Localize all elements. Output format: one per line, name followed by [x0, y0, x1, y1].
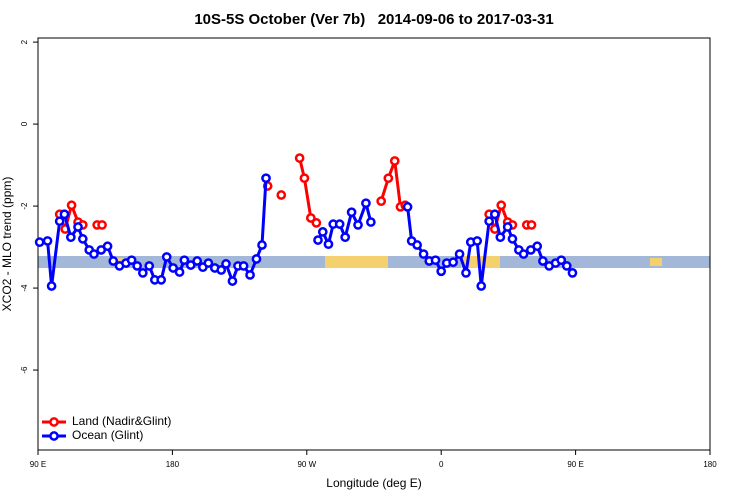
data-point: [454, 249, 465, 259]
data-point: [567, 268, 578, 278]
data-point: [46, 281, 57, 291]
data-point: [412, 240, 423, 250]
data-point: [518, 249, 529, 259]
data-point: [42, 236, 53, 246]
data-point: [507, 234, 518, 244]
data-point: [77, 234, 88, 244]
y-tick-label: -2: [20, 202, 29, 210]
y-tick-label: -4: [20, 284, 29, 292]
data-point: [472, 236, 483, 246]
y-tick-label: 0: [20, 121, 29, 126]
data-point: [108, 256, 119, 266]
data-point: [526, 220, 537, 230]
data-point: [448, 257, 458, 268]
data-point: [402, 202, 413, 212]
data-point: [353, 220, 363, 230]
data-point: [102, 241, 113, 252]
data-point: [311, 218, 322, 228]
series-line: [316, 198, 373, 249]
data-point: [156, 275, 167, 285]
data-point: [361, 198, 371, 209]
data-point: [192, 256, 203, 266]
legend-marker: [49, 417, 59, 427]
data-point: [376, 196, 387, 207]
legend-label: Land (Nadir&Glint): [72, 414, 171, 428]
data-point: [185, 260, 196, 270]
data-point: [144, 261, 155, 271]
data-point: [59, 209, 70, 220]
series-line: [39, 178, 268, 287]
x-tick-label: 90 E: [567, 460, 583, 469]
data-point: [276, 190, 287, 200]
data-point: [54, 216, 65, 227]
data-point: [174, 267, 185, 277]
data-point: [126, 255, 137, 266]
data-point: [418, 249, 429, 259]
data-point: [261, 173, 271, 184]
data-point: [461, 268, 471, 278]
data-point: [251, 254, 262, 264]
data-point: [323, 239, 334, 250]
data-point: [137, 268, 148, 278]
data-point: [97, 220, 107, 230]
data-point: [161, 252, 172, 262]
data-point: [238, 261, 249, 271]
data-point: [299, 173, 310, 184]
data-point: [305, 213, 316, 223]
legend-label: Ocean (Glint): [72, 428, 143, 442]
data-point: [366, 217, 376, 227]
data-point: [532, 241, 543, 252]
x-tick-label: 90 E: [30, 460, 46, 469]
data-point: [430, 255, 441, 266]
data-point: [257, 240, 267, 250]
data-point: [89, 249, 99, 259]
data-point: [346, 207, 357, 218]
x-axis-title: Longitude (deg E): [326, 476, 421, 490]
legend-marker: [49, 431, 59, 441]
data-point: [496, 200, 507, 211]
data-point: [221, 259, 231, 269]
data-point: [389, 156, 400, 166]
data-point: [66, 232, 76, 243]
x-tick-label: 180: [166, 460, 180, 469]
x-tick-label: 90 W: [297, 460, 316, 469]
data-point: [484, 216, 494, 227]
data-point: [34, 237, 45, 248]
data-point: [203, 258, 214, 268]
data-point: [436, 266, 447, 277]
data-point: [556, 255, 567, 266]
data-point: [66, 200, 77, 211]
data-point: [476, 281, 487, 291]
land-strip: [325, 256, 388, 268]
data-point: [495, 232, 506, 243]
x-tick-label: 0: [439, 460, 444, 469]
data-point: [294, 153, 305, 163]
data-point: [561, 261, 572, 271]
data-point: [489, 209, 500, 220]
land-strip: [650, 258, 662, 266]
chart-title: 10S-5S October (Ver 7b) 2014-09-06 to 20…: [194, 11, 553, 28]
data-point: [73, 222, 83, 232]
data-point: [538, 256, 548, 266]
data-point: [313, 235, 323, 245]
data-point: [334, 219, 345, 229]
data-point: [168, 263, 178, 273]
plot-frame: [37, 37, 711, 451]
data-point: [179, 255, 190, 266]
y-tick-label: 2: [20, 39, 29, 44]
series-line: [298, 157, 318, 225]
x-tick-label: 180: [703, 460, 717, 469]
data-point: [216, 265, 227, 275]
data-point: [383, 173, 394, 184]
data-point: [132, 261, 143, 271]
data-point: [317, 227, 328, 237]
data-point: [340, 232, 351, 243]
data-point: [245, 270, 255, 280]
y-tick-label: -6: [20, 366, 29, 374]
data-point: [227, 276, 238, 286]
data-point: [502, 222, 513, 232]
y-axis-title: XCO2 - MLO trend (ppm): [0, 177, 14, 312]
